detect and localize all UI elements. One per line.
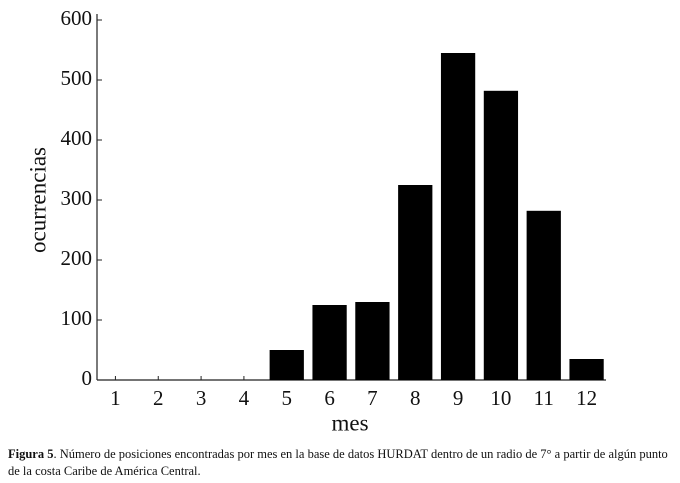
bar bbox=[398, 185, 433, 380]
bar bbox=[526, 210, 561, 380]
bar bbox=[312, 305, 347, 380]
y-tick-label: 500 bbox=[61, 66, 93, 90]
y-tick-label: 300 bbox=[61, 186, 93, 210]
x-tick-label: 5 bbox=[282, 386, 293, 410]
caption-text: . Número de posiciones encontradas por m… bbox=[8, 447, 668, 478]
x-tick-label: 11 bbox=[534, 386, 554, 410]
y-axis-label: ocurrencias bbox=[25, 147, 50, 253]
caption: Figura 5. Número de posiciones encontrad… bbox=[8, 446, 672, 480]
x-tick-label: 2 bbox=[153, 386, 164, 410]
x-tick-label: 7 bbox=[367, 386, 378, 410]
y-tick-label: 200 bbox=[61, 246, 93, 270]
y-tick-label: 0 bbox=[82, 366, 93, 390]
bar bbox=[440, 53, 476, 380]
x-axis-label: mes bbox=[331, 410, 368, 435]
bar bbox=[569, 359, 604, 380]
y-tick-label: 400 bbox=[61, 126, 93, 150]
x-tick-label: 1 bbox=[110, 386, 121, 410]
bar bbox=[269, 350, 304, 380]
x-tick-label: 10 bbox=[490, 386, 511, 410]
x-tick-label: 6 bbox=[324, 386, 335, 410]
bar bbox=[483, 90, 519, 381]
x-tick-label: 9 bbox=[453, 386, 464, 410]
y-tick-label: 100 bbox=[61, 306, 93, 330]
bar bbox=[355, 302, 390, 380]
x-tick-label: 12 bbox=[576, 386, 597, 410]
x-tick-label: 4 bbox=[239, 386, 250, 410]
y-tick-label: 600 bbox=[61, 6, 93, 30]
caption-label: Figura 5 bbox=[8, 447, 54, 461]
x-tick-label: 3 bbox=[196, 386, 207, 410]
x-tick-label: 8 bbox=[410, 386, 421, 410]
